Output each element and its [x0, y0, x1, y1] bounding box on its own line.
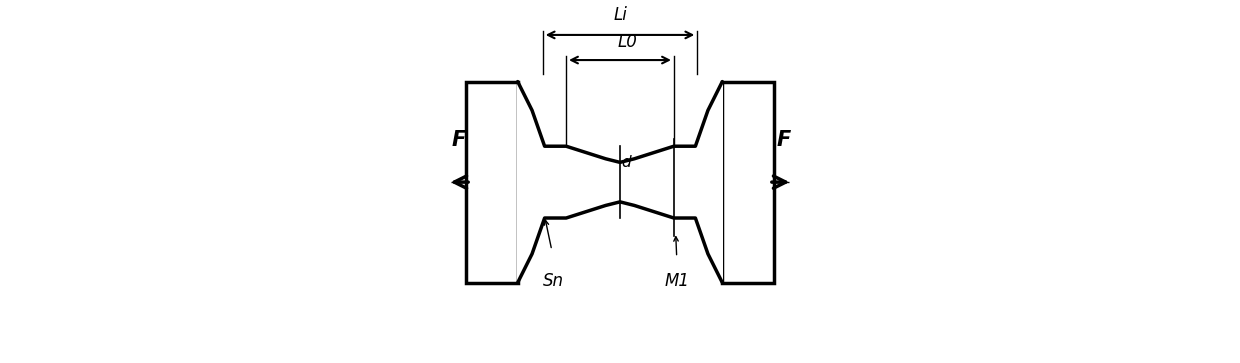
Text: F: F	[451, 130, 465, 150]
Bar	[723, 82, 774, 283]
Bar	[466, 82, 517, 283]
Text: Li: Li	[613, 6, 627, 24]
Text: L0: L0	[618, 33, 637, 51]
Text: Sn: Sn	[543, 272, 564, 290]
Text: d: d	[621, 155, 631, 170]
Text: M1: M1	[665, 272, 689, 290]
Polygon shape	[517, 82, 723, 283]
Text: F: F	[776, 130, 790, 150]
